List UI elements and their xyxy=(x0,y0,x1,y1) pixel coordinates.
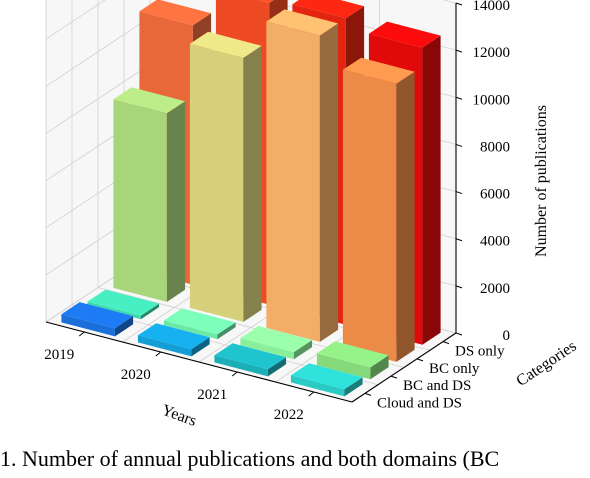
bar-side-face xyxy=(243,45,262,322)
z-tick-label: 0 xyxy=(503,328,511,344)
bar xyxy=(189,31,262,322)
bar-top-face xyxy=(189,31,262,58)
bar-side-face xyxy=(114,316,134,337)
bar-front-face xyxy=(189,43,244,322)
x-tick-label: 2022 xyxy=(274,407,304,423)
x-tick-label: 2021 xyxy=(197,387,227,403)
bar-front-face xyxy=(240,338,294,360)
bar-side-face xyxy=(319,23,339,342)
figure-caption: 1. Number of annual publications and bot… xyxy=(0,446,500,471)
z-tick-mark xyxy=(455,285,463,289)
bar-front-face xyxy=(163,320,218,340)
bar-side-face xyxy=(422,35,441,345)
y-axis-title: Categories xyxy=(513,338,579,390)
z-tick-label: 12000 xyxy=(473,45,511,61)
bar-top-face xyxy=(240,326,313,353)
bar-top-face xyxy=(61,302,134,329)
x-tick-label: 2020 xyxy=(121,367,151,383)
chart-axes xyxy=(45,2,463,403)
bar-side-face xyxy=(293,340,313,360)
z-tick-mark xyxy=(455,143,463,147)
bar-front-face xyxy=(113,99,167,302)
bar-front-face xyxy=(266,21,320,342)
bar-front-face xyxy=(61,314,115,337)
x-tick-mark xyxy=(155,351,162,357)
y-tick-mark xyxy=(390,375,398,379)
y-axis-line xyxy=(351,332,457,403)
chart-bars xyxy=(61,0,441,397)
z-tick-mark xyxy=(455,238,463,242)
y-tick-mark xyxy=(416,358,424,362)
bar xyxy=(266,9,339,342)
bar-front-face xyxy=(290,375,345,397)
z-tick-mark xyxy=(455,191,463,195)
bar-top-face xyxy=(316,341,389,368)
z-tick-label: 4000 xyxy=(480,234,510,250)
bar xyxy=(113,87,186,302)
bar-side-face xyxy=(166,101,186,302)
z-tick-label: 10000 xyxy=(473,92,511,108)
y-tick-label: BC and DS xyxy=(403,378,471,394)
z-tick-label: 6000 xyxy=(480,187,510,203)
bar-side-face xyxy=(267,357,287,377)
bar-side-face xyxy=(370,355,389,380)
bar-top-face xyxy=(258,0,274,3)
y-tick-label: Cloud and DS xyxy=(377,395,462,411)
bar-side-face xyxy=(217,322,236,340)
y-tick-mark xyxy=(442,341,450,345)
bar-top-face xyxy=(139,0,212,26)
z-tick-label: 8000 xyxy=(480,139,510,155)
bar-side-face xyxy=(191,337,210,357)
z-axis-title: Number of publications xyxy=(533,105,550,257)
y-tick-mark xyxy=(364,392,372,396)
bar-front-face xyxy=(214,355,268,377)
bar xyxy=(214,343,287,377)
bar xyxy=(342,57,415,362)
bar-top-face xyxy=(266,9,339,36)
z-tick-mark xyxy=(455,2,463,6)
bar-top-face xyxy=(368,21,441,48)
bar-side-face xyxy=(344,377,363,397)
bar-top-face xyxy=(163,308,236,335)
bar-front-face xyxy=(342,69,397,362)
z-tick-mark xyxy=(455,96,463,100)
x-tick-label: 2019 xyxy=(44,347,74,363)
bar xyxy=(137,323,210,357)
bar-front-face xyxy=(137,335,192,357)
bar xyxy=(240,326,313,360)
bar-front-face xyxy=(316,353,371,380)
z-tick-label: 14000 xyxy=(473,0,511,14)
bar-top-face xyxy=(214,343,287,370)
bar-top-face xyxy=(87,289,160,316)
bar xyxy=(290,363,363,397)
x-tick-mark xyxy=(231,371,238,377)
x-axis-line xyxy=(45,321,353,403)
bar-top-face xyxy=(113,87,186,114)
y-tick-label: BC only xyxy=(429,361,480,377)
x-axis-title: Years xyxy=(159,402,198,430)
bar-side-face xyxy=(140,303,160,320)
bar-top-face xyxy=(137,323,210,350)
x-tick-mark xyxy=(308,391,315,397)
z-tick-label: 2000 xyxy=(480,281,510,297)
bar xyxy=(163,308,236,340)
bar xyxy=(316,341,389,380)
z-tick-mark xyxy=(455,49,463,53)
bar-top-face xyxy=(342,57,415,84)
bar xyxy=(61,302,134,337)
bar-top-face xyxy=(292,0,365,19)
z-tick-mark xyxy=(455,332,463,336)
bar-top-face xyxy=(290,363,363,390)
x-tick-mark xyxy=(78,331,85,337)
y-tick-label: DS only xyxy=(455,344,505,360)
bar-side-face xyxy=(396,71,415,362)
